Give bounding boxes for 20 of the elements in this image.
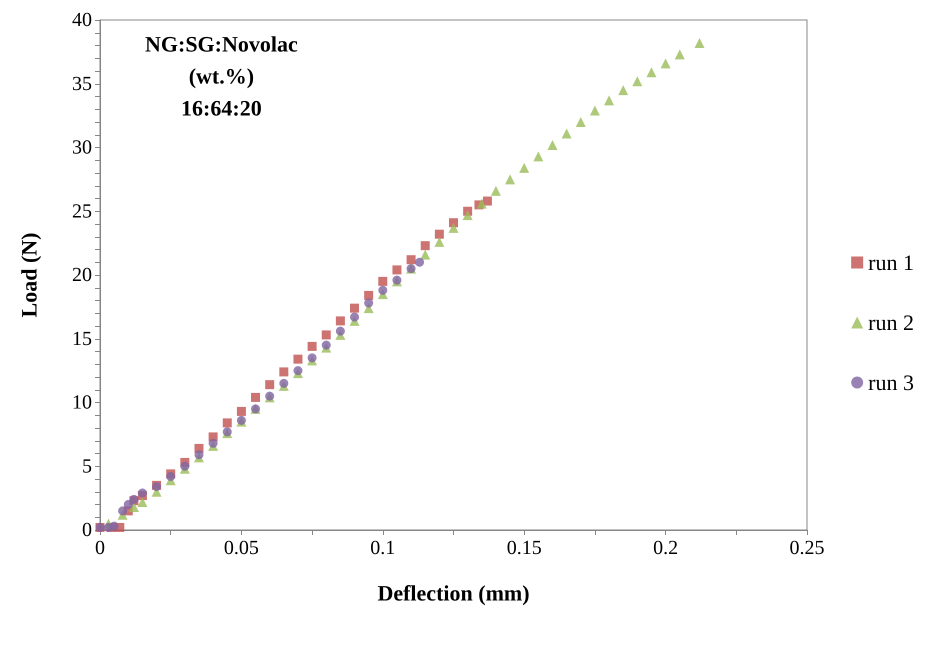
y-tick-label: 10: [72, 392, 92, 414]
legend-label: run 1: [868, 250, 914, 275]
x-axis-title: Deflection (mm): [377, 580, 530, 606]
legend-label: run 3: [868, 370, 914, 395]
x-tick-label: 0.15: [506, 537, 542, 559]
y-tick-label: 40: [72, 9, 92, 31]
y-tick-label: 25: [72, 200, 92, 222]
y-tick-label: 30: [72, 136, 92, 158]
y-tick-label: 5: [82, 455, 92, 478]
x-tick-label: 0.1: [370, 537, 396, 559]
y-axis-title: Load (N): [16, 232, 42, 318]
annotation: NG:SG:Novolac (wt.%) 16:64:20: [145, 32, 298, 120]
x-tick-label: 0.25: [790, 537, 824, 559]
x-tick-label: 0.05: [224, 537, 259, 559]
y-tick-label: 15: [72, 328, 92, 350]
y-tick-label: 20: [72, 264, 92, 286]
y-tick-label: 0: [82, 519, 92, 541]
legend-label: run 2: [868, 310, 914, 335]
x-tick-label: 0.2: [653, 537, 678, 559]
y-tick-label: 35: [72, 72, 92, 95]
